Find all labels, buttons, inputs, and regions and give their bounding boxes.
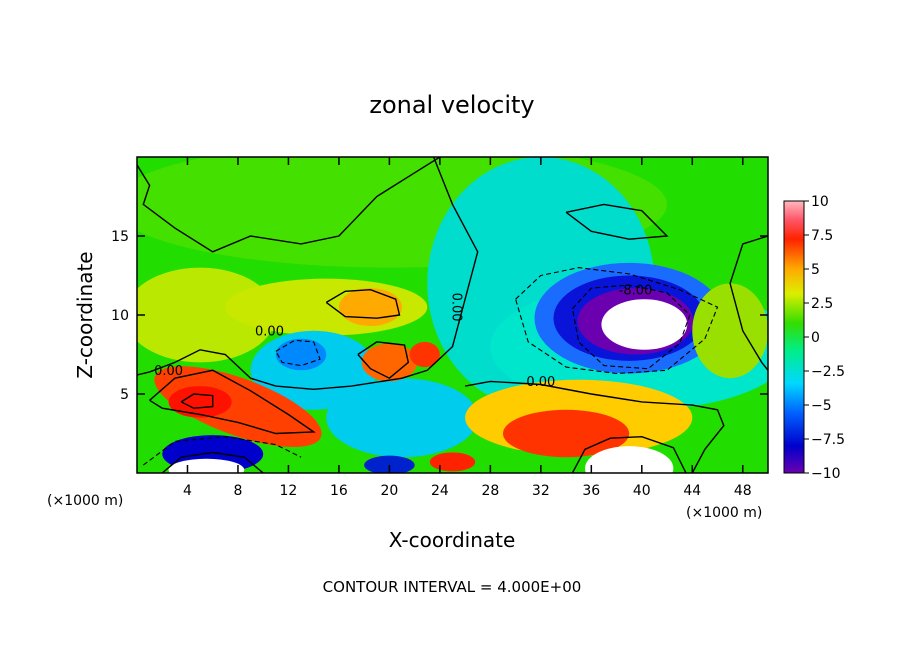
contour-bottom-white-ring: [571, 435, 687, 473]
x-tick-label-40: 40: [633, 483, 651, 499]
y-tick-label-15: 15: [111, 229, 129, 245]
field-region-bottom-mid-blue: [364, 455, 415, 473]
colorbar-tick-label-2: 5: [811, 262, 820, 278]
contour-left-blue-dash: [275, 339, 321, 367]
z-unit-label: (×1000 m): [47, 493, 123, 509]
contour-minus4-outer: [515, 267, 719, 375]
x-tick-label-12: 12: [280, 483, 298, 499]
contour-left-red-contour: [149, 369, 316, 435]
contour-right-edge-contour: [729, 235, 768, 371]
field-region-bottom-red: [502, 409, 630, 458]
colorbar-tick-label-1: 7.5: [811, 228, 833, 244]
colorbar-tick-label-8: −10: [811, 466, 841, 482]
contour-label-3: 0.00: [526, 375, 555, 390]
y-tick-label-5: 5: [120, 387, 129, 403]
field-region-bottom-left-white: [168, 458, 245, 473]
colorbar-tick-label-3: 2.5: [811, 296, 833, 312]
field-region-orange-mid2: [409, 341, 440, 368]
field-region-cyan-mid: [326, 378, 478, 458]
contour-label-4: -8.00: [619, 283, 653, 298]
contour-label-0: 0.00: [154, 364, 183, 379]
x-tick-label-8: 8: [233, 483, 242, 499]
contour-upper-right-loop: [565, 203, 669, 240]
colorbar: [783, 200, 805, 474]
field-region-blue-left: [275, 338, 327, 371]
x-tick-label-36: 36: [582, 483, 600, 499]
y-tick-label-10: 10: [111, 308, 129, 324]
field-region-white-core: [601, 299, 688, 350]
contour-minus8-contour: [571, 284, 691, 370]
y-axis-ticks: 5 10 15: [111, 229, 768, 403]
contour-lines: [137, 157, 768, 473]
contour-label-1: 0.00: [255, 325, 284, 340]
contour-zero-contour-central: [137, 157, 479, 391]
x-tick-label-32: 32: [532, 483, 550, 499]
colorbar-tick-label-5: −2.5: [811, 364, 845, 380]
field-region-red-core: [168, 386, 232, 418]
x-tick-label-44: 44: [683, 483, 701, 499]
colorbar-tick-label-0: 10: [811, 194, 829, 210]
contour-zero-contour-lower: [464, 380, 725, 473]
field-region-bottom-white: [585, 446, 674, 473]
x-tick-label-28: 28: [481, 483, 499, 499]
x-axis-label: X-coordinate: [389, 528, 516, 552]
contour-mid-orange-small: [357, 341, 410, 380]
contour-zero-contour-main: [137, 157, 441, 253]
contour-left-red-inner: [180, 393, 214, 409]
contour-bottom-left-ring: [161, 451, 264, 473]
y-axis-label: Z-coordinate: [73, 251, 97, 378]
x-tick-label-4: 4: [183, 483, 192, 499]
colorbar-tick-label-6: −5: [811, 398, 832, 414]
x-unit-label: (×1000 m): [686, 505, 762, 521]
colorbar-ticks: 10 7.5 5 2.5 0 −2.5 −5 −7.5 −10: [804, 194, 845, 482]
contour-bottom-left-dash: [142, 436, 302, 466]
field-region-bottom-red-left: [429, 452, 476, 472]
contour-interval-note: CONTOUR INTERVAL = 4.000E+00: [323, 578, 582, 596]
x-tick-label-20: 20: [380, 483, 398, 499]
colorbar-tick-label-7: −7.5: [811, 432, 845, 448]
colorbar-tick-label-4: 0: [811, 330, 820, 346]
field-region-orange-patch-a: [338, 288, 403, 327]
field-region-left-yellow: [137, 267, 276, 363]
chart-title: zonal velocity: [369, 91, 534, 119]
x-tick-label-16: 16: [330, 483, 348, 499]
plot-area: [137, 157, 768, 473]
contour-labels: 0.00 0.00 0.00 0.00 -8.00: [154, 283, 652, 390]
contour-mid-orange-loop: [325, 288, 401, 319]
x-tick-label-48: 48: [734, 483, 752, 499]
x-tick-label-24: 24: [431, 483, 449, 499]
field-region-right-green-yellow: [692, 283, 768, 379]
x-axis-ticks: 4 8 12 16 20 24 28 32 36 40 44 48: [183, 157, 752, 499]
contour-label-2: 0.00: [449, 293, 464, 322]
velocity-field: [137, 157, 768, 473]
